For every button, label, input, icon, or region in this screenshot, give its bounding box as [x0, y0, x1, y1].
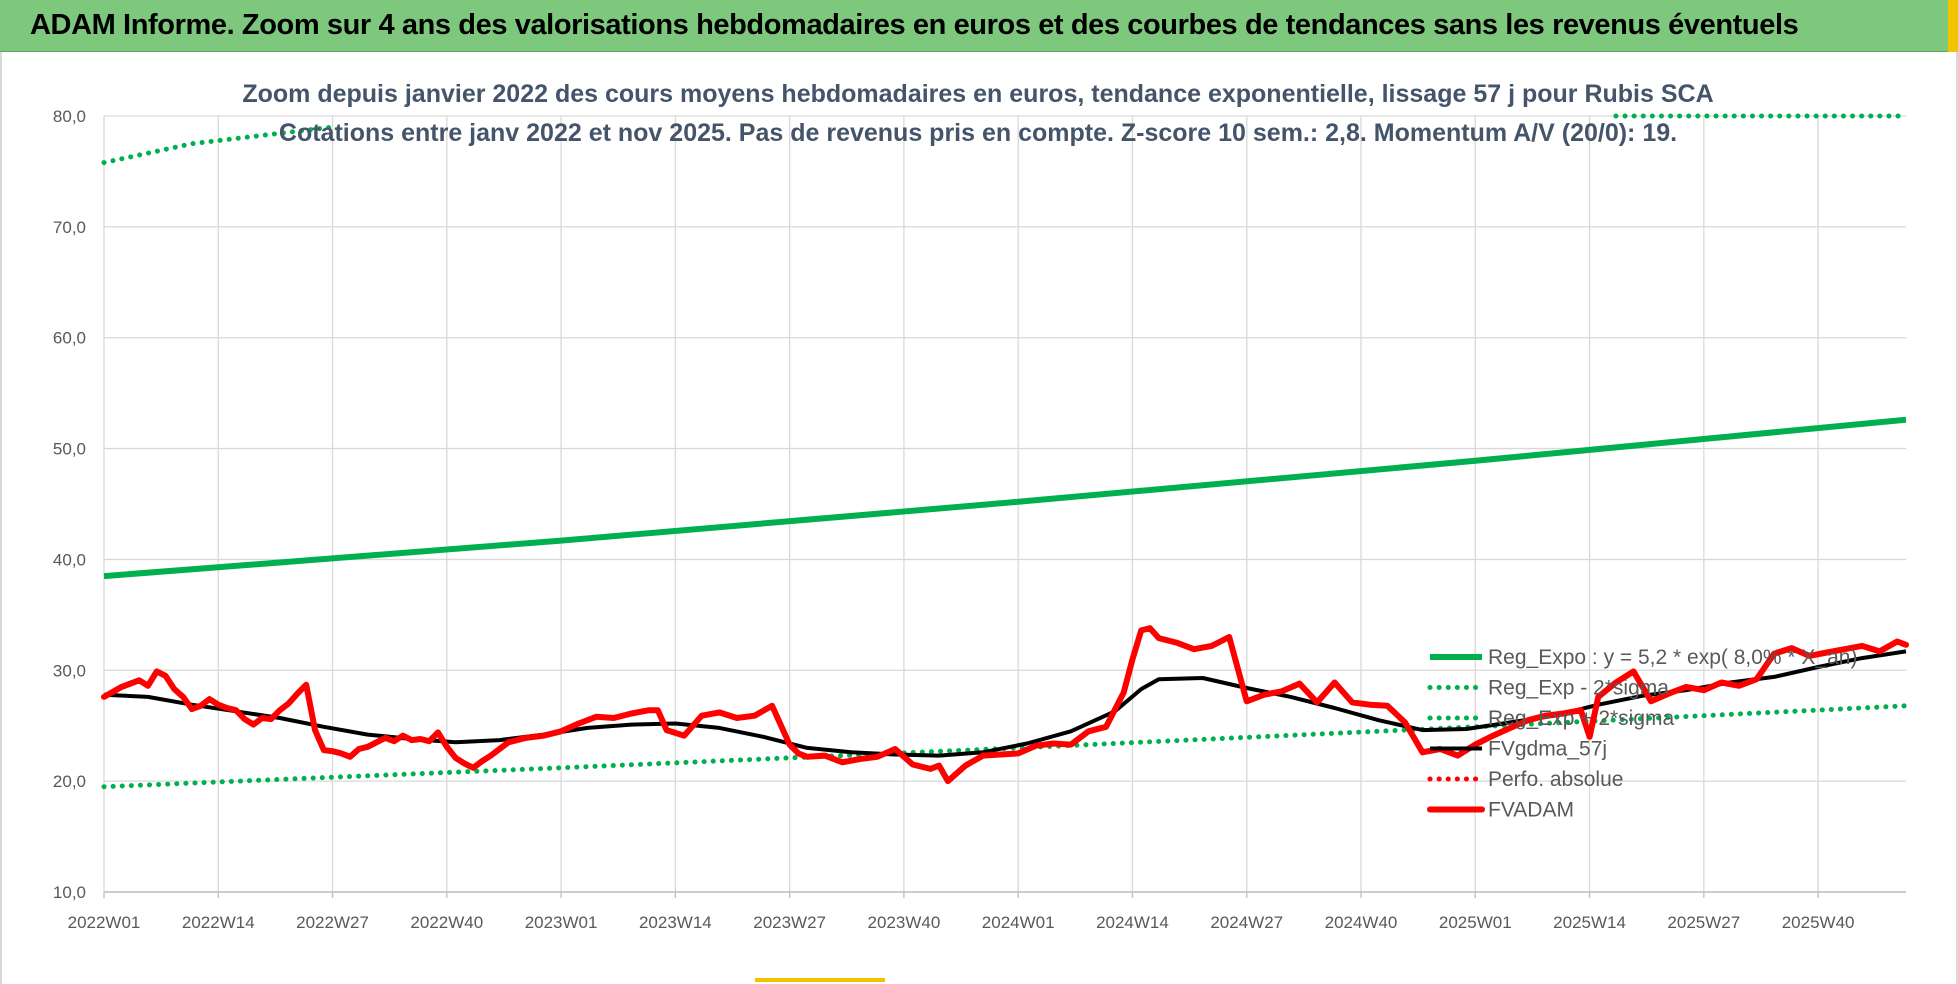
x-tick-label: 2025W01 [1439, 913, 1512, 932]
x-tick-label: 2023W01 [525, 913, 598, 932]
banner-title: ADAM Informe. Zoom sur 4 ans des valoris… [30, 9, 1799, 41]
x-tick-label: 2025W27 [1667, 913, 1740, 932]
bottom-marker [755, 978, 885, 982]
legend-label-reg-exp-minus-2sigma-line: Reg_Exp - 2*sigma [1488, 677, 1669, 700]
x-tick-label: 2022W40 [410, 913, 483, 932]
x-tick-label: 2024W27 [1210, 913, 1283, 932]
legend-label-fvgdma-57j-line: FVgdma_57j [1488, 738, 1607, 761]
x-tick-label: 2024W14 [1096, 913, 1169, 932]
chart-axes: 10,0 20,0 30,0 40,0 50,0 60,0 70,0 80,0 2022W01 2… [53, 107, 1906, 932]
y-tick-label: 40,0 [53, 550, 86, 569]
legend-label-fvadam-line: FVADAM [1488, 799, 1574, 822]
x-tick-label: 2022W27 [296, 913, 369, 932]
x-tick-label: 2025W14 [1553, 913, 1626, 932]
legend-label-reg-expo-line: Reg_Expo : y = 5,2 * exp( 8,0% * X_an) [1488, 646, 1857, 669]
x-tick-label: 2024W40 [1325, 913, 1398, 932]
x-tick-label: 2024W01 [982, 913, 1055, 932]
chart-legend: Reg_Expo : y = 5,2 * exp( 8,0% * X_an) Re… [1427, 646, 1857, 822]
reg-exp-plus-2sigma-line [101, 124, 335, 166]
x-tick-label: 2025W40 [1782, 913, 1855, 932]
y-tick-label: 10,0 [53, 883, 86, 902]
y-tick-label: 80,0 [53, 107, 86, 126]
chart-subtitle: Cotations entre janv 2022 et nov 2025. P… [279, 119, 1677, 147]
x-tick-label: 2023W40 [868, 913, 941, 932]
y-tick-label: 60,0 [53, 329, 86, 348]
legend-label-reg-exp-plus-2sigma-line: Reg_Exp + 2*sigma [1488, 707, 1675, 730]
x-tick-label: 2022W14 [182, 913, 255, 932]
chart-series [101, 113, 1909, 790]
corner-marker [1948, 0, 1958, 52]
y-tick-label: 50,0 [53, 440, 86, 459]
x-tick-label: 2022W01 [68, 913, 141, 932]
report-banner: ADAM Informe. Zoom sur 4 ans des valoris… [0, 0, 1958, 52]
chart-area: 10,0 20,0 30,0 40,0 50,0 60,0 70,0 80,0 2022W01 2… [0, 52, 1958, 984]
reg-expo-line [103, 416, 1907, 580]
chart-title: Zoom depuis janvier 2022 des cours moyen… [242, 80, 1713, 108]
x-tick-label: 2023W14 [639, 913, 712, 932]
fvadam-line [101, 625, 1909, 785]
y-tick-label: 70,0 [53, 218, 86, 237]
legend-label-perfo-absolue-line: Perfo. absolue [1488, 768, 1623, 791]
x-tick-label: 2023W27 [753, 913, 826, 932]
y-tick-label: 20,0 [53, 772, 86, 791]
price-trend-chart: 10,0 20,0 30,0 40,0 50,0 60,0 70,0 80,0 2022W01 2… [53, 80, 1909, 932]
y-tick-label: 30,0 [53, 661, 86, 680]
